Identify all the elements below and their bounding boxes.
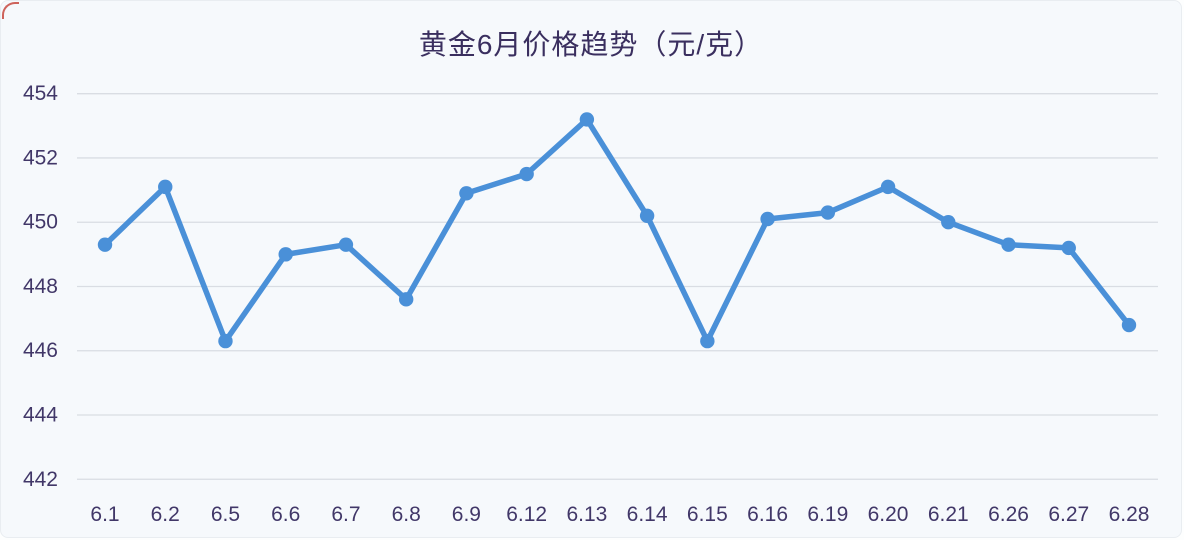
x-tick-label: 6.28 [1109, 503, 1150, 526]
x-tick-label: 6.12 [506, 503, 547, 526]
data-point [519, 166, 534, 182]
data-point [820, 205, 836, 220]
y-tick-label: 454 [23, 82, 58, 105]
x-tick-label: 6.15 [687, 503, 728, 526]
data-point [97, 237, 113, 252]
x-tick-label: 6.13 [566, 503, 607, 526]
x-tick-label: 6.19 [807, 503, 848, 526]
x-tick-label: 6.9 [452, 503, 481, 526]
trend-line [102, 116, 1132, 344]
y-tick-label: 448 [23, 275, 58, 298]
x-tick-label: 6.2 [151, 503, 180, 526]
chart-title: 黄金6月价格趋势（元/克） [418, 29, 764, 60]
y-tick-label: 442 [23, 468, 58, 491]
data-point [1061, 240, 1076, 256]
data-point [1121, 317, 1137, 333]
x-tick-label: 6.1 [90, 503, 119, 526]
x-tick-label: 6.16 [747, 503, 788, 526]
data-point [218, 333, 233, 349]
x-tick-label: 6.27 [1048, 503, 1089, 526]
x-tick-label: 6.21 [928, 503, 969, 526]
x-tick-label: 6.7 [331, 503, 360, 526]
x-tick-label: 6.6 [271, 503, 300, 526]
x-tick-label: 6.14 [627, 503, 668, 526]
data-point [941, 215, 956, 230]
y-tick-label: 444 [23, 404, 58, 427]
x-tick-label: 6.8 [392, 503, 421, 526]
data-point [639, 208, 655, 223]
data-point [1001, 237, 1016, 252]
data-point [158, 179, 173, 195]
data-point [700, 333, 715, 349]
data-point [278, 247, 293, 262]
x-tick-label: 6.26 [988, 503, 1029, 526]
y-tick-label: 446 [23, 339, 58, 362]
data-point [880, 179, 896, 195]
data-point [398, 292, 414, 307]
data-point [579, 112, 595, 127]
data-point [338, 237, 354, 252]
corner-accent-mark [2, 2, 19, 19]
y-tick-label: 450 [23, 211, 58, 234]
data-point [760, 211, 775, 227]
x-tick-label: 6.5 [211, 503, 240, 526]
y-tick-label: 452 [23, 146, 58, 169]
data-point [459, 186, 474, 201]
x-tick-label: 6.20 [868, 503, 909, 526]
